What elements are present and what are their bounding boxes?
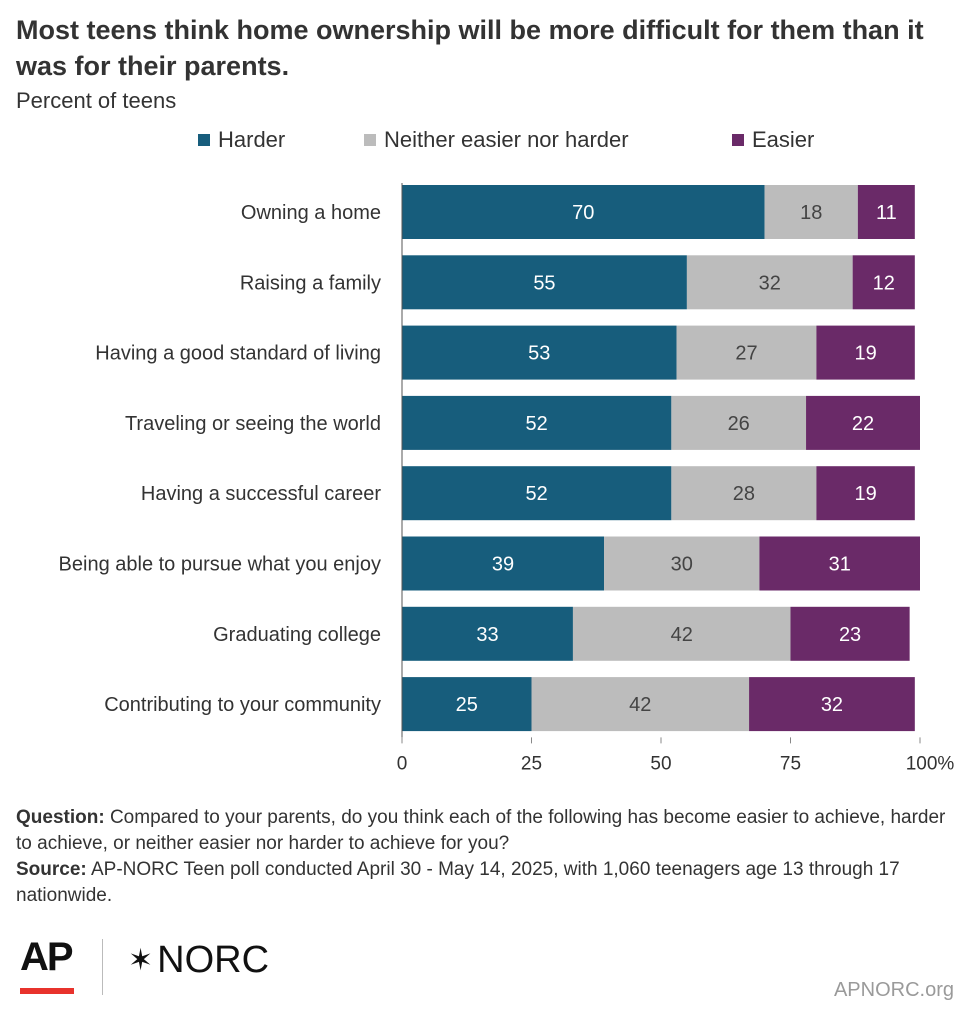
chart-title: Most teens think home ownership will be … (16, 15, 924, 81)
legend-swatch-easier (732, 134, 744, 146)
bar-harder-being-able-to-pursue-what-you-enjoy (402, 536, 605, 591)
data-label-neither-easier-nor-harder-raising-a-family: 32 (759, 272, 781, 294)
bar-neither-easier-nor-harder-owning-a-home (764, 185, 858, 239)
bar-neither-easier-nor-harder-having-a-good-standard-of-living (676, 325, 817, 380)
category-label-owning-a-home: Owning a home (241, 202, 381, 224)
data-label-easier-having-a-successful-career: 19 (854, 483, 876, 505)
data-label-neither-easier-nor-harder-graduating-college: 42 (671, 624, 693, 646)
data-label-neither-easier-nor-harder-contributing-to-your-community: 42 (629, 694, 651, 716)
data-label-harder-contributing-to-your-community: 25 (456, 694, 478, 716)
category-label-traveling-or-seeing-the-world: Traveling or seeing the world (125, 413, 381, 435)
x-tick-label-100: 100% (906, 753, 955, 774)
data-label-harder-graduating-college: 33 (476, 624, 498, 646)
norc-logo-text: NORC (157, 939, 270, 981)
bar-easier-being-able-to-pursue-what-you-enjoy (759, 536, 920, 591)
bar-neither-easier-nor-harder-being-able-to-pursue-what-you-enjoy (604, 536, 760, 591)
bar-easier-raising-a-family (852, 255, 915, 310)
source-text: AP-NORC Teen poll conducted April 30 - M… (16, 859, 900, 906)
data-label-harder-owning-a-home: 70 (572, 202, 594, 224)
bar-easier-having-a-successful-career (816, 466, 915, 521)
bar-harder-having-a-good-standard-of-living (402, 325, 677, 380)
bar-neither-easier-nor-harder-traveling-or-seeing-the-world (671, 395, 807, 450)
bar-harder-graduating-college (402, 606, 573, 661)
question-text: Compared to your parents, do you think e… (16, 807, 946, 854)
bar-harder-contributing-to-your-community (402, 677, 532, 732)
ap-logo: AP (20, 935, 74, 979)
legend-item-neither: Neither easier nor harder (364, 127, 629, 153)
source-label: Source: (16, 859, 87, 880)
bar-easier-traveling-or-seeing-the-world (806, 395, 920, 450)
bar-easier-contributing-to-your-community (749, 677, 915, 732)
data-label-easier-having-a-good-standard-of-living: 19 (854, 343, 876, 365)
data-label-easier-traveling-or-seeing-the-world: 22 (852, 413, 874, 435)
category-label-contributing-to-your-community: Contributing to your community (104, 694, 381, 716)
chart-subtitle: Percent of teens (16, 88, 177, 113)
data-label-neither-easier-nor-harder-traveling-or-seeing-the-world: 26 (728, 413, 750, 435)
data-label-neither-easier-nor-harder-having-a-good-standard-of-living: 27 (735, 343, 757, 365)
data-label-neither-easier-nor-harder-owning-a-home: 18 (800, 202, 822, 224)
bar-harder-owning-a-home (402, 185, 765, 239)
stacked-bar-chart: Owning a home 70 18 11 Raising a family 55 32 1… (59, 183, 955, 774)
legend-item-harder: Harder (198, 127, 285, 153)
x-tick-label-50: 50 (650, 753, 671, 774)
category-label-having-a-good-standard-of-living: Having a good standard of living (95, 343, 381, 365)
data-label-harder-being-able-to-pursue-what-you-enjoy: 39 (492, 554, 514, 576)
legend-item-easier: Easier (732, 127, 814, 153)
x-tick-label-75: 75 (780, 753, 801, 774)
norc-star-icon: ✶ (128, 944, 154, 977)
category-label-raising-a-family: Raising a family (240, 272, 381, 294)
legend-swatch-harder (198, 134, 210, 146)
data-label-easier-raising-a-family: 12 (873, 272, 895, 294)
bar-easier-owning-a-home (857, 185, 915, 239)
data-label-harder-traveling-or-seeing-the-world: 52 (526, 413, 548, 435)
data-label-neither-easier-nor-harder-being-able-to-pursue-what-you-enjoy: 30 (671, 554, 693, 576)
category-label-being-able-to-pursue-what-you-enjoy: Being able to pursue what you enjoy (59, 554, 381, 576)
footer-notes: Question: Compared to your parents, do y… (16, 805, 956, 909)
category-label-graduating-college: Graduating college (213, 624, 381, 646)
x-tick-label-25: 25 (521, 753, 542, 774)
bar-easier-having-a-good-standard-of-living (816, 325, 915, 380)
category-label-having-a-successful-career: Having a successful career (141, 483, 381, 505)
legend-label-harder: Harder (218, 127, 286, 152)
data-label-easier-owning-a-home: 11 (876, 202, 897, 224)
legend-label-neither: Neither easier nor harder (384, 127, 629, 152)
data-label-neither-easier-nor-harder-having-a-successful-career: 28 (733, 483, 755, 505)
bar-harder-having-a-successful-career (402, 466, 672, 521)
data-label-harder-raising-a-family: 55 (533, 272, 555, 294)
x-tick-label-0: 0 (397, 753, 408, 774)
logo-divider (102, 939, 103, 995)
data-label-easier-contributing-to-your-community: 32 (821, 694, 843, 716)
ap-logo-underline (20, 988, 74, 994)
data-label-harder-having-a-successful-career: 52 (526, 483, 548, 505)
logo-bar: AP ✶ NORC APNORC.org (18, 935, 958, 1015)
legend-swatch-neither (364, 134, 376, 146)
bar-neither-easier-nor-harder-graduating-college (572, 606, 791, 661)
norc-logo: ✶ NORC (128, 939, 269, 982)
data-label-harder-having-a-good-standard-of-living: 53 (528, 343, 550, 365)
data-label-easier-being-able-to-pursue-what-you-enjoy: 31 (829, 554, 851, 576)
legend: Harder Neither easier nor harder Easier (0, 127, 978, 155)
site-link[interactable]: APNORC.org (833, 979, 954, 1001)
question-label: Question: (16, 807, 105, 828)
bar-harder-raising-a-family (402, 255, 687, 310)
bar-harder-traveling-or-seeing-the-world (402, 395, 672, 450)
legend-label-easier: Easier (752, 127, 815, 152)
bar-neither-easier-nor-harder-contributing-to-your-community (531, 677, 750, 732)
bar-neither-easier-nor-harder-raising-a-family (686, 255, 853, 310)
data-label-easier-graduating-college: 23 (839, 624, 861, 646)
bar-neither-easier-nor-harder-having-a-successful-career (671, 466, 817, 521)
bar-easier-graduating-college (790, 606, 910, 661)
